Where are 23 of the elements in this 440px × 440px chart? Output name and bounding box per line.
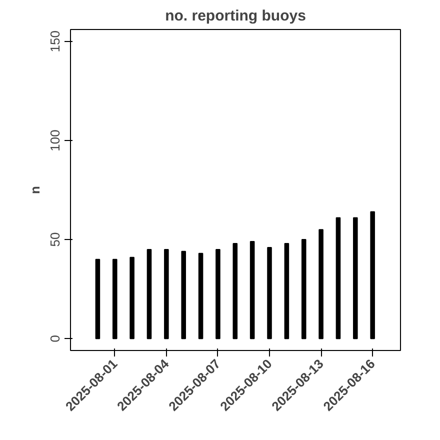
- bar: [301, 239, 306, 340]
- bar: [130, 256, 134, 340]
- bar: [95, 258, 100, 340]
- bar: [370, 211, 375, 340]
- bar: [284, 243, 290, 340]
- bar: [250, 241, 255, 340]
- y-tick-label: 100: [48, 130, 62, 152]
- y-tick-label: 0: [48, 334, 62, 342]
- chart-title: no. reporting buoys: [165, 8, 306, 24]
- y-axis-title: n: [28, 186, 42, 194]
- bar: [336, 217, 341, 340]
- bar: [353, 217, 358, 340]
- bar: [181, 250, 186, 340]
- bar: [232, 243, 238, 340]
- y-tick-label: 50: [48, 232, 62, 247]
- bar: [146, 248, 152, 340]
- bar: [112, 258, 118, 340]
- bar: [216, 248, 220, 340]
- bar: [318, 229, 324, 340]
- bar: [164, 248, 169, 340]
- bar: [198, 252, 204, 340]
- bar: [267, 246, 272, 340]
- y-tick-label: 150: [48, 30, 62, 52]
